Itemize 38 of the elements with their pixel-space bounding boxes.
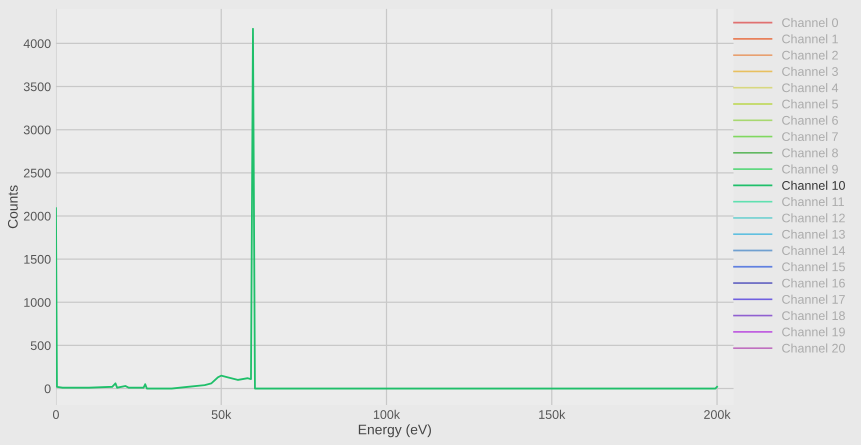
x-tick-label: 50k	[212, 410, 232, 419]
y-tick-label: 500	[30, 341, 51, 350]
y-tick-label: 2500	[24, 168, 51, 178]
legend-label: Channel 15	[782, 262, 845, 272]
legend-label: Channel 6	[782, 116, 838, 125]
legend-label: Channel 10	[782, 180, 845, 190]
y-tick-label: 4000	[24, 39, 51, 48]
legend-label: Channel 20	[782, 343, 845, 353]
y-tick-label: 2000	[24, 212, 51, 221]
legend-label: Channel 7	[782, 132, 838, 142]
legend-label: Channel 0	[782, 18, 838, 28]
x-tick-label: 100k	[374, 410, 400, 419]
line-series	[56, 28, 718, 390]
legend-label: Channel 16	[782, 278, 845, 288]
y-tick-label: 0	[44, 384, 51, 394]
y-tick-label: 3000	[24, 126, 51, 134]
y-tick-label: 3500	[24, 82, 51, 92]
y-tick-label: 1500	[24, 254, 51, 264]
y-axis-title: Counts	[8, 185, 18, 228]
x-tick-label: 0	[52, 410, 59, 419]
x-tick-label: 150k	[539, 410, 566, 419]
legend-label: Channel 2	[782, 50, 838, 60]
legend-label: Channel 13	[782, 230, 845, 239]
legend-label: Channel 11	[782, 196, 844, 206]
y-tick-label: 1000	[24, 298, 51, 307]
legend-label: Channel 17	[782, 294, 845, 304]
legend-label: Channel 12	[782, 213, 845, 222]
legend-label: Channel 9	[782, 164, 838, 174]
x-tick-label: 200k	[704, 410, 731, 419]
legend-label: Channel 14	[782, 246, 846, 255]
legend-label: Channel 4	[782, 83, 838, 92]
legend-label: Channel 18	[782, 310, 845, 320]
legend-label: Channel 3	[782, 66, 838, 76]
legend-label: Channel 1	[782, 34, 838, 44]
legend-label: Channel 8	[782, 148, 838, 158]
legend-label: Channel 19	[782, 327, 845, 336]
x-axis-title: Energy (eV)	[358, 424, 431, 438]
legend-label: Channel 5	[782, 99, 838, 108]
